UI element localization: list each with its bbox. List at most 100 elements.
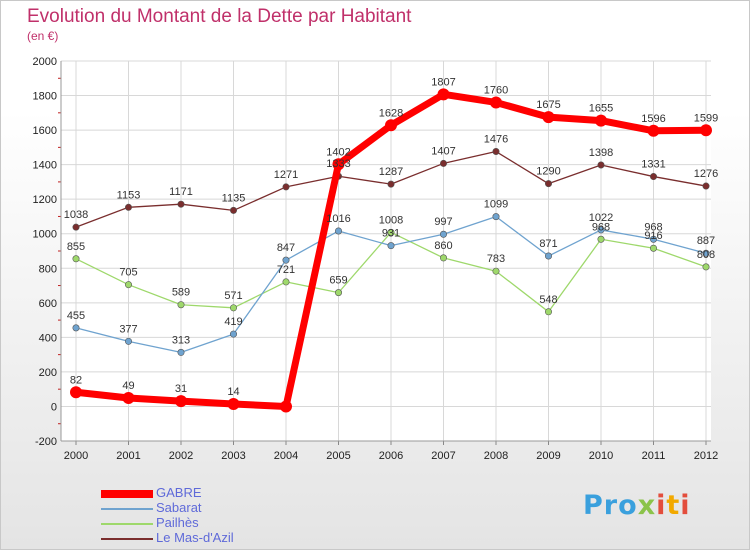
data-label: 968 [592,221,610,233]
x-tick-label: 2009 [536,450,560,462]
data-label: 1407 [431,145,455,157]
data-label: 1016 [326,213,350,225]
data-point [492,213,500,221]
y-tick-label: 1800 [33,91,57,103]
data-label: 1760 [484,84,508,96]
y-tick-label: 1600 [33,125,57,137]
data-label: 1276 [694,168,718,180]
y-tick-label: 1000 [33,229,57,241]
data-label: 419 [224,316,242,328]
y-tick-label: 200 [39,367,57,379]
data-label: 1333 [326,158,350,170]
legend-item: GABRE [101,485,301,501]
data-label: 14 [227,386,239,398]
x-tick-label: 2010 [589,450,613,462]
data-point [490,96,502,109]
data-point [177,301,185,309]
proxiti-logo: Proxiti [583,490,691,521]
x-tick-label: 2004 [274,450,298,462]
data-point [544,252,552,260]
data-label: 783 [487,253,505,265]
data-point [70,386,82,399]
data-label: 1398 [589,147,613,159]
legend-swatch [101,522,153,525]
data-label: 31 [175,383,187,395]
legend-swatch [101,537,153,540]
data-label: 1628 [379,107,403,119]
data-point [72,223,80,231]
legend-label: GABRE [156,485,202,500]
chart-title: Evolution du Montant de la Dette par Hab… [27,6,412,27]
data-label: 1596 [641,113,665,125]
data-point [597,226,605,234]
data-label: 571 [224,290,242,302]
data-point [230,206,238,214]
data-label: 705 [119,267,137,279]
x-tick-label: 2007 [431,450,455,462]
data-point [649,244,657,252]
data-label: 887 [697,235,715,247]
data-label: 1099 [484,199,508,211]
data-label: 721 [277,264,295,276]
data-label: 1171 [169,186,193,198]
y-tick-label: 1400 [33,160,57,172]
data-point [72,324,80,332]
data-point [544,308,552,316]
data-point [334,289,342,297]
data-point [177,200,185,208]
data-point [542,111,555,124]
data-label: 1290 [536,166,560,178]
data-point [125,281,133,289]
x-tick-label: 2005 [326,450,350,462]
data-point [385,119,397,132]
data-point [649,235,657,243]
data-point [437,88,450,101]
data-label: 589 [172,287,190,299]
data-label: 548 [539,294,557,306]
data-point [439,254,447,262]
x-tick-label: 2002 [169,450,193,462]
y-tick-label: 2000 [33,56,57,68]
data-point [72,255,80,263]
data-point [282,256,290,264]
x-tick-label: 2008 [484,450,508,462]
legend-label: Pailhès [156,515,199,530]
data-label: 997 [434,216,452,228]
data-label: 916 [644,230,662,242]
x-tick-label: 2000 [64,450,88,462]
legend-item: Sabarat [101,500,301,516]
data-point [649,173,657,181]
data-point [597,161,605,169]
legend-label: Le Mas-d'Azil [156,530,234,545]
data-label: 313 [172,334,190,346]
data-label: 1153 [117,189,141,201]
data-label: 1271 [274,169,298,181]
data-label: 1807 [431,76,455,88]
data-label: 659 [329,275,347,287]
legend-item: Le Mas-d'Azil [101,530,301,546]
y-tick-label: 0 [51,401,57,413]
data-point [177,348,185,356]
data-label: 1331 [641,159,665,171]
data-point [175,395,187,408]
data-label: 968 [644,221,662,233]
chart-subtitle: (en €) [27,29,59,43]
chart-legend: GABRE Sabarat Pailhès Le Mas-d'Azil [101,485,301,546]
legend-label: Sabarat [156,500,202,515]
y-tick-label: 1200 [33,194,57,206]
data-point [492,267,500,275]
data-label: 847 [277,242,295,254]
data-point [387,242,395,250]
data-point [122,391,135,404]
data-point [595,114,607,127]
data-label: 1675 [536,99,560,111]
y-tick-label: -200 [35,436,57,448]
data-point [230,330,238,338]
x-tick-label: 2003 [221,450,245,462]
x-tick-label: 2001 [116,450,140,462]
data-label: 1022 [589,212,613,224]
data-label: 377 [119,323,137,335]
legend-swatch [101,507,153,510]
